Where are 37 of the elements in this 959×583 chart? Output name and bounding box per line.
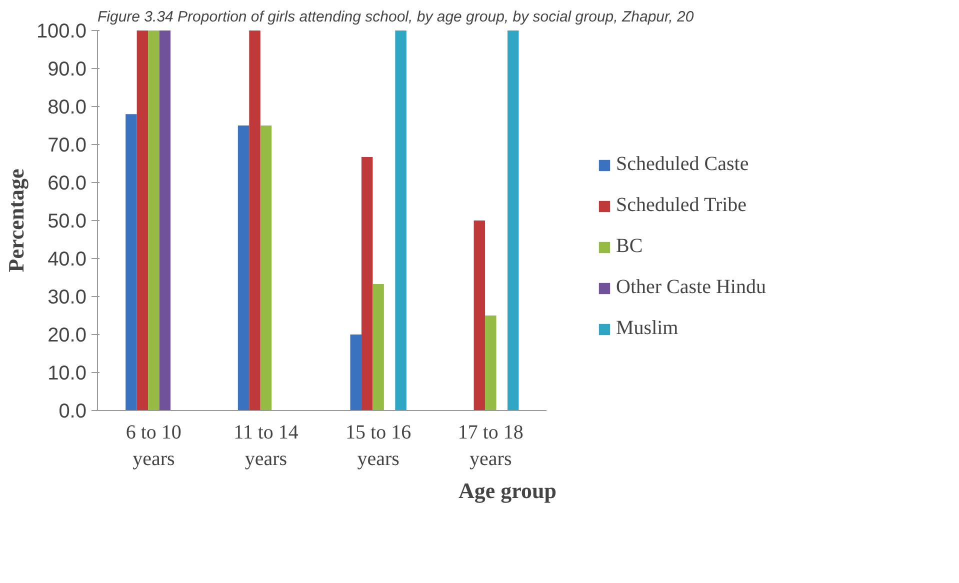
bar [372,284,384,410]
y-tick-label: 100.0 [36,20,87,42]
x-tick-label: 17 to 18 years [458,422,524,470]
bar [508,30,519,410]
x-tick-label: 15 to 16 years [346,422,412,470]
x-tick-label: 11 to 14 years [234,422,298,470]
y-tick-label: 70.0 [48,134,87,156]
y-tick-label: 10.0 [48,362,87,384]
bar [159,30,171,410]
bar [395,30,406,410]
y-tick-label: 0.0 [58,400,87,422]
bar [361,157,373,410]
x-axis-title: Age group [458,478,557,503]
y-tick-label: 20.0 [48,324,87,346]
y-tick-label: 50.0 [48,210,87,232]
bar [260,126,272,410]
y-tick-label: 80.0 [48,96,87,118]
y-tick-label: 90.0 [48,58,87,80]
chart-title: Figure 3.34 Proportion of girls attending school, by age group, by social group, Zhapur, 20 [98,8,694,26]
bar [350,334,362,410]
y-axis-title: Percentage [3,168,28,272]
legend-label: Scheduled Caste [616,153,749,176]
bar [485,316,496,410]
bar [126,114,137,410]
legend-label: BC [616,235,643,258]
legend-label: Other Caste Hindu [616,276,766,299]
x-tick-label: 6 to 10 years [126,422,182,470]
bar [148,30,160,410]
legend-label: Scheduled Tribe [616,194,747,217]
bar [249,30,260,410]
y-tick-label: 40.0 [48,248,87,270]
y-tick-label: 30.0 [48,286,87,308]
bar [474,220,486,410]
y-tick-label: 60.0 [48,172,87,194]
legend-label: Muslim [616,317,678,340]
bar [238,126,250,410]
bar [136,30,148,410]
